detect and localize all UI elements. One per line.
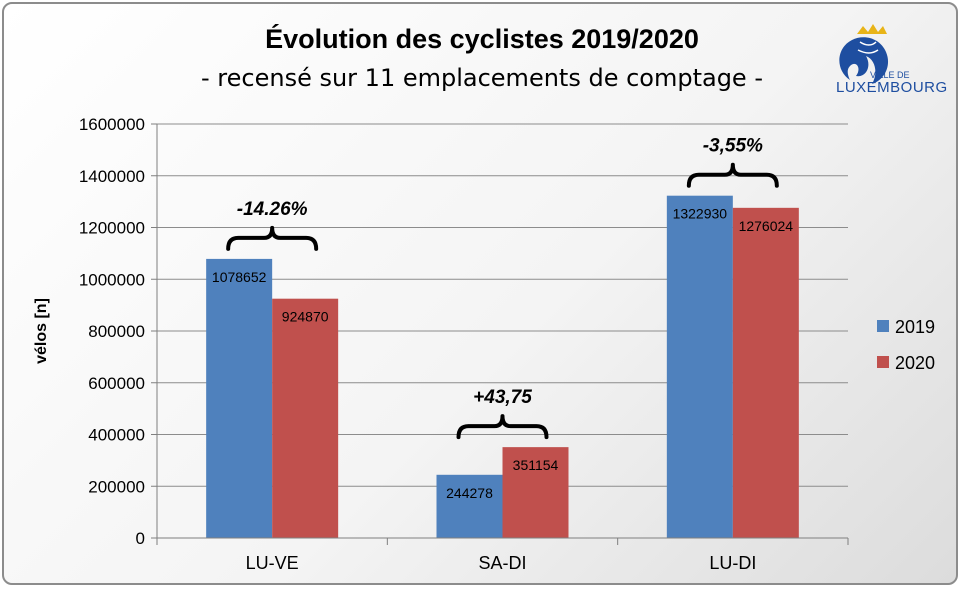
legend-label-2020: 2020 — [895, 353, 935, 373]
y-tick-label: 1000000 — [79, 270, 145, 289]
data-label: 1322930 — [673, 206, 728, 222]
change-annotation: -3,55% — [703, 136, 763, 157]
y-tick-label: 200000 — [88, 477, 145, 496]
chart-subtitle: - recensé sur 11 emplacements de comptag… — [201, 64, 763, 92]
logo-text-ville-de: VILLE DE — [870, 70, 910, 80]
bar-2020-sa-di — [502, 447, 569, 538]
y-tick-label: 0 — [136, 529, 145, 548]
legend-swatch-2019 — [877, 320, 889, 332]
data-label: 1276024 — [739, 218, 794, 234]
y-tick-label: 1400000 — [79, 167, 145, 186]
y-tick-label: 600000 — [88, 374, 145, 393]
y-tick-label: 400000 — [88, 426, 145, 445]
curly-brace — [456, 414, 549, 440]
data-label: 924870 — [282, 309, 329, 325]
bar-2020-lu-di — [732, 207, 799, 538]
bar-2019-lu-ve — [206, 258, 273, 538]
data-label: 1078652 — [212, 269, 267, 285]
change-annotation: -14.26% — [237, 199, 308, 220]
data-label: 351154 — [513, 457, 559, 473]
city-logo: VILLE DE LUXEMBOURG — [836, 24, 948, 96]
legend-swatch-2020 — [877, 356, 889, 368]
chart-title: Évolution des cyclistes 2019/2020 — [265, 23, 699, 54]
legend-label-2019: 2019 — [895, 317, 935, 337]
bar-2019-lu-di — [666, 195, 733, 538]
y-axis-label: vélos [n] — [33, 298, 50, 364]
bar-2020-lu-ve — [272, 298, 339, 538]
y-axis: 0 200000 400000 600000 800000 1000000 1200000 1… — [79, 115, 158, 548]
x-tick-label: LU-VE — [246, 553, 299, 573]
bars: 1078652 924870 244278 351154 1322930 1276024 — [206, 195, 799, 538]
x-tick-label: LU-DI — [709, 553, 756, 573]
y-tick-label: 1200000 — [79, 219, 145, 238]
y-tick-label: 1600000 — [79, 115, 145, 134]
logo-text-luxembourg: LUXEMBOURG — [836, 79, 948, 96]
data-label: 244278 — [446, 485, 493, 501]
change-annotation: +43,75 — [473, 387, 532, 408]
bar-2019-sa-di — [436, 474, 503, 538]
x-tick-label: SA-DI — [478, 553, 526, 573]
x-axis: LU-VE SA-DI LU-DI — [156, 537, 849, 573]
y-tick-label: 800000 — [88, 322, 145, 341]
lion-crown-icon — [839, 24, 889, 84]
curly-brace — [686, 162, 779, 188]
legend: 2019 2020 — [877, 317, 935, 373]
annotations: -14.26% +43,75 -3,55% — [226, 136, 779, 440]
curly-brace — [226, 225, 319, 251]
